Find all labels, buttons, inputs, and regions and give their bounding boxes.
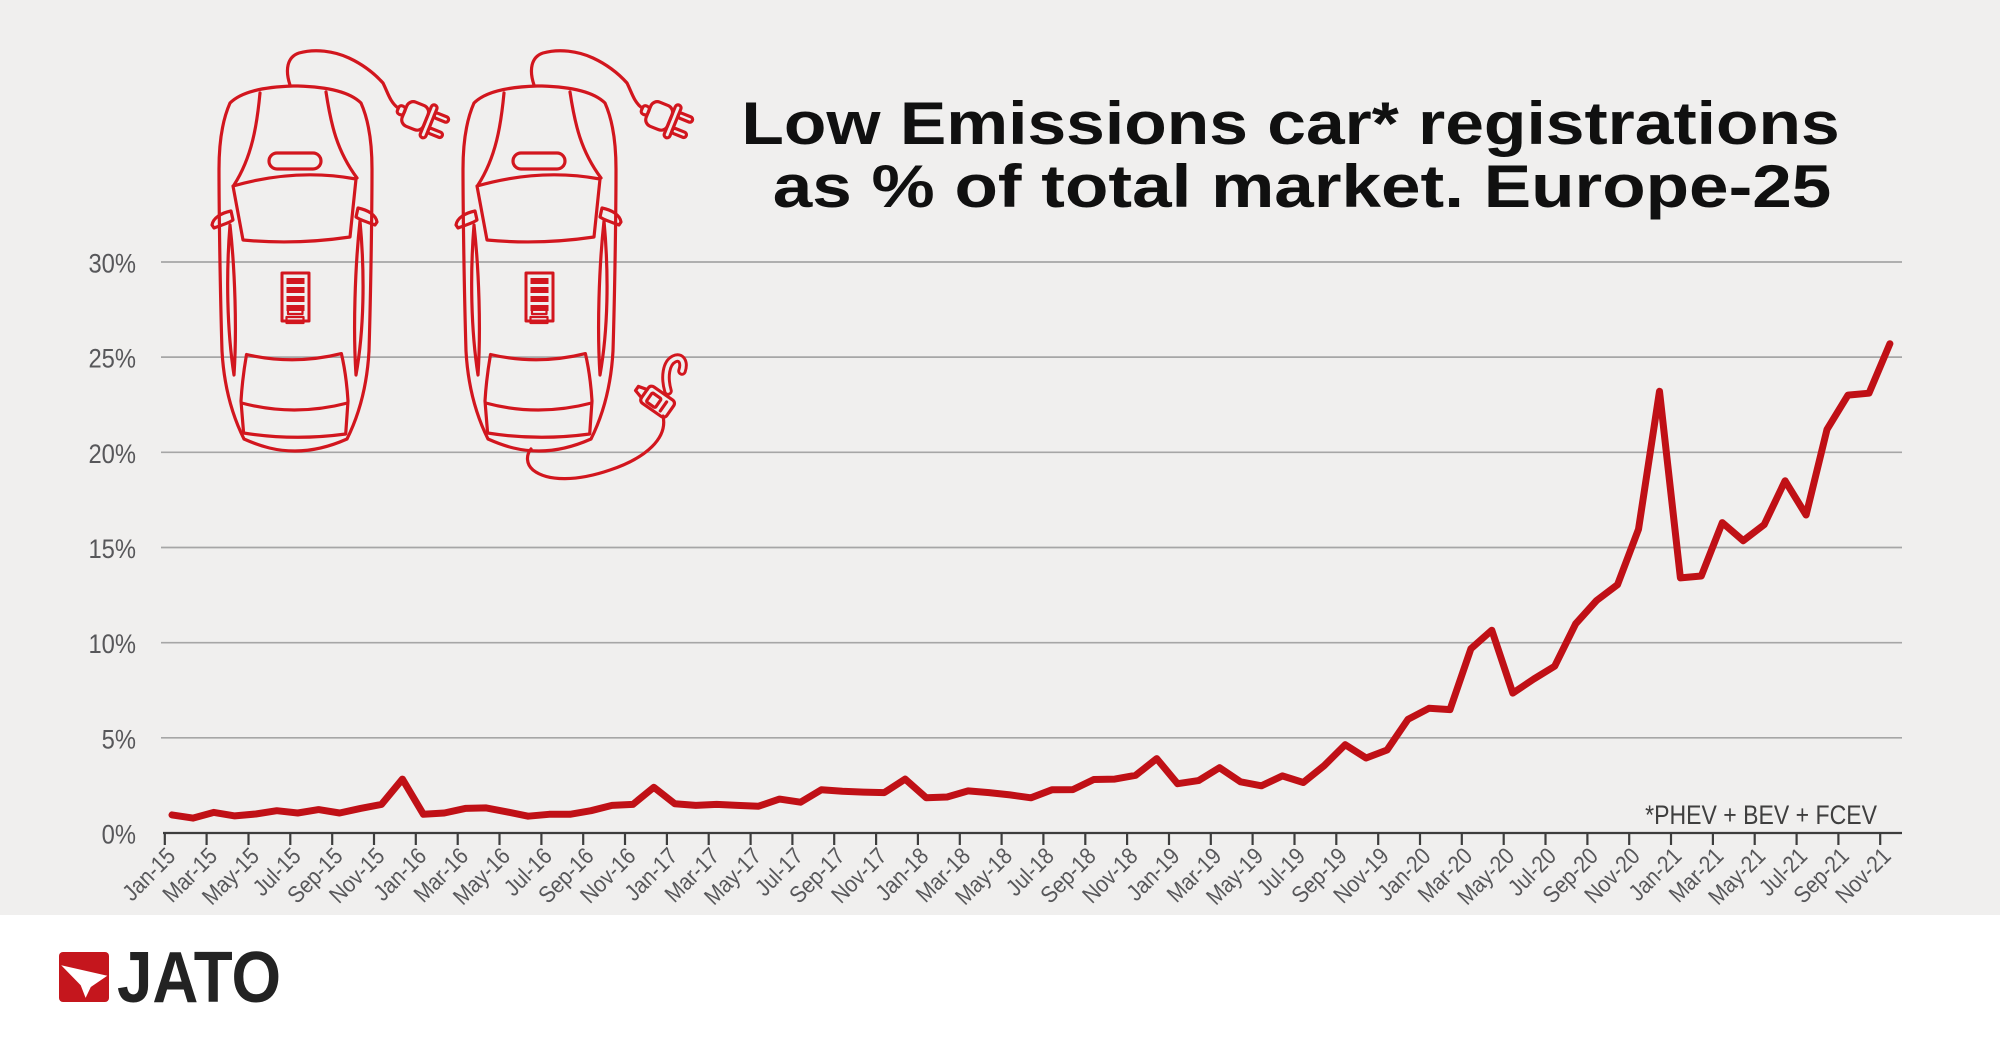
- svg-text:10%: 10%: [88, 630, 136, 660]
- svg-text:*PHEV + BEV + FCEV: *PHEV + BEV + FCEV: [1645, 802, 1877, 831]
- svg-text:Low Emissions car* registratio: Low Emissions car* registrations: [741, 90, 1839, 157]
- svg-text:5%: 5%: [102, 725, 136, 755]
- svg-text:25%: 25%: [88, 344, 136, 374]
- svg-text:15%: 15%: [88, 535, 136, 565]
- svg-text:0%: 0%: [102, 820, 136, 850]
- svg-text:JATO: JATO: [117, 937, 281, 1017]
- svg-text:as % of total market. Europe-2: as % of total market. Europe-25: [773, 152, 1832, 219]
- svg-text:30%: 30%: [88, 249, 136, 279]
- svg-text:20%: 20%: [88, 439, 136, 469]
